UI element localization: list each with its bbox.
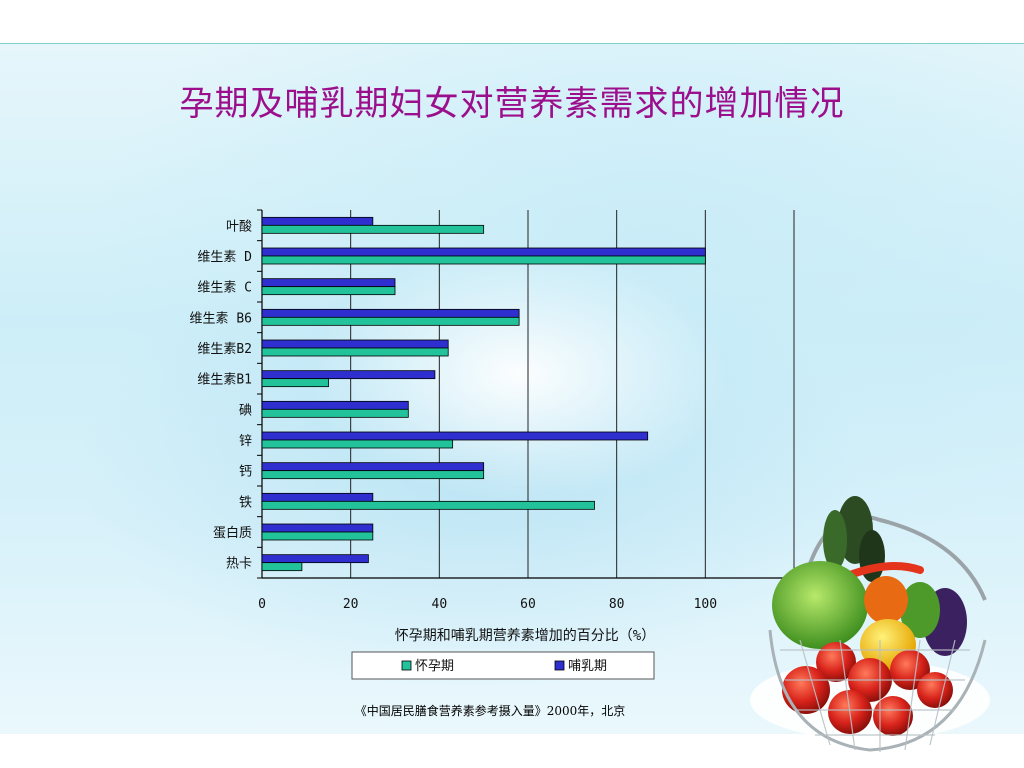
bar-pregnancy — [261, 500, 595, 510]
bar-pregnancy — [261, 255, 706, 265]
x-tick-labels: 0 20 40 60 80 100 — [258, 597, 717, 612]
legend: 怀孕期 哺乳期 — [351, 651, 655, 680]
bar-pregnancy — [261, 470, 485, 480]
bar-pregnancy — [261, 347, 449, 357]
category-label: 铁 — [239, 495, 252, 510]
category-label: 钙 — [239, 465, 252, 480]
source-citation: 《中国居民膳食营养素参考摄入量》2000年，北京 — [354, 704, 626, 718]
x-tick-label: 100 — [694, 597, 717, 612]
category-label: 维生素 D — [197, 250, 252, 265]
x-axis-label: 怀孕期和哺乳期营养素增加的百分比（%） — [395, 628, 655, 644]
x-tick-label: 80 — [609, 597, 625, 612]
category-label: 叶酸 — [226, 219, 252, 234]
category-label: 蛋白质 — [213, 525, 252, 541]
bar-pregnancy — [261, 531, 374, 541]
x-tick-label: 60 — [520, 597, 536, 612]
bar-pregnancy — [261, 286, 396, 296]
bar-pregnancy — [261, 316, 520, 326]
legend-label-lactation: 哺乳期 — [568, 659, 607, 674]
category-label: 维生素B1 — [197, 373, 252, 388]
x-tick-label: 40 — [432, 597, 448, 612]
bar-pregnancy — [261, 408, 409, 418]
bar-pregnancy — [261, 562, 303, 572]
bar-lactation — [261, 431, 649, 441]
chart-gridlines — [257, 209, 795, 579]
category-label: 热卡 — [226, 557, 252, 572]
bar-pregnancy — [261, 224, 485, 234]
legend-swatch-pregnancy — [401, 660, 412, 671]
bar-lactation — [261, 554, 369, 564]
slide-title: 孕期及哺乳期妇女对营养素需求的增加情况 — [179, 84, 845, 124]
category-label: 维生素 C — [197, 281, 252, 296]
category-label: 碘 — [239, 403, 252, 418]
x-tick-label: 0 — [258, 597, 266, 612]
bar-pregnancy — [261, 439, 454, 449]
chart-bars — [261, 216, 706, 572]
bar-pregnancy — [261, 378, 329, 388]
bar-lactation — [261, 370, 436, 380]
legend-label-pregnancy: 怀孕期 — [415, 659, 454, 674]
x-tick-label: 20 — [343, 597, 359, 612]
legend-swatch-lactation — [554, 660, 565, 671]
category-label: 维生素 B6 — [190, 311, 252, 326]
category-label: 锌 — [239, 434, 252, 449]
category-label: 维生素B2 — [197, 342, 252, 357]
